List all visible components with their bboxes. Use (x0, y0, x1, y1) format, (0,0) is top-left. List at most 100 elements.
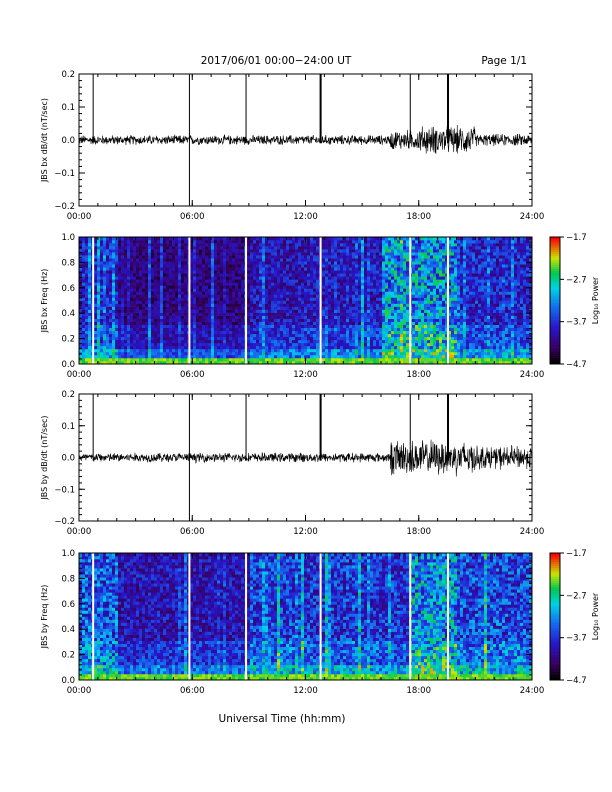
heatmap-cell (193, 270, 197, 274)
heatmap-cell (403, 288, 407, 292)
heatmap-cell (280, 333, 284, 338)
heatmap-cell (322, 318, 326, 322)
heatmap-cell (331, 312, 335, 316)
heatmap-cell (373, 354, 377, 359)
heatmap-cell (340, 237, 344, 241)
heatmap-cell (97, 294, 101, 298)
heatmap-cell (181, 270, 185, 274)
heatmap-cell (379, 321, 383, 325)
heatmap-cell (421, 252, 425, 256)
heatmap-cell (241, 306, 245, 310)
heatmap-cell (184, 318, 188, 322)
heatmap-cell (313, 279, 317, 283)
heatmap-cell (190, 306, 194, 310)
heatmap-cell (262, 348, 266, 353)
heatmap-cell (235, 327, 239, 332)
heatmap-cell (157, 237, 161, 241)
heatmap-cell (97, 297, 101, 301)
heatmap-cell (367, 258, 371, 262)
heatmap-cell (232, 354, 236, 359)
heatmap-cell (385, 240, 389, 244)
heatmap-cell (115, 303, 119, 307)
heatmap-cell (301, 357, 305, 362)
heatmap-cell (358, 312, 362, 316)
heatmap-cell (163, 237, 167, 241)
heatmap-cell (97, 288, 101, 292)
heatmap-cell (229, 300, 233, 304)
heatmap-cell (133, 354, 137, 359)
heatmap-cell (298, 345, 302, 350)
heatmap-cell (280, 282, 284, 286)
heatmap-cell (94, 354, 98, 359)
heatmap-cell (181, 357, 185, 362)
heatmap-cell (316, 258, 320, 262)
heatmap-cell (412, 285, 416, 289)
heatmap-cell (340, 258, 344, 262)
heatmap-cell (157, 339, 161, 344)
heatmap-cell (157, 348, 161, 353)
heatmap-cell (280, 351, 284, 356)
heatmap-cell (157, 306, 161, 310)
heatmap-cell (424, 345, 428, 350)
heatmap-cell (352, 240, 356, 244)
heatmap-cell (394, 351, 398, 356)
heatmap-cell (94, 330, 98, 335)
heatmap-cell (358, 270, 362, 274)
heatmap-cell (367, 315, 371, 319)
heatmap-cell (172, 348, 176, 353)
heatmap-cell (406, 339, 410, 344)
heatmap-cell (421, 330, 425, 335)
heatmap-cell (199, 276, 203, 280)
heatmap-cell (373, 267, 377, 271)
heatmap-cell (235, 294, 239, 298)
heatmap-cell (142, 282, 146, 286)
heatmap-cell (79, 312, 83, 316)
heatmap-cell (346, 354, 350, 359)
heatmap-cell (391, 273, 395, 277)
heatmap-cell (262, 294, 266, 298)
heatmap-cell (271, 330, 275, 335)
heatmap-cell (154, 246, 158, 250)
heatmap-cell (421, 279, 425, 283)
heatmap-cell (238, 354, 242, 359)
heatmap-cell (94, 339, 98, 344)
heatmap-cell (127, 303, 131, 307)
heatmap-cell (100, 291, 104, 295)
heatmap-cell (265, 300, 269, 304)
heatmap-cell (112, 294, 116, 298)
heatmap-cell (289, 318, 293, 322)
heatmap-cell (376, 318, 380, 322)
heatmap-cell (352, 276, 356, 280)
heatmap-cell (256, 315, 260, 319)
heatmap-cell (250, 249, 254, 253)
heatmap-cell (331, 258, 335, 262)
heatmap-cell (109, 351, 113, 356)
heatmap-cell (406, 342, 410, 347)
heatmap-cell (364, 246, 368, 250)
heatmap-cell (232, 327, 236, 332)
heatmap-cell (337, 291, 341, 295)
heatmap-cell (322, 330, 326, 335)
heatmap-cell (184, 303, 188, 307)
heatmap-cell (166, 237, 170, 241)
heatmap-cell (370, 240, 374, 244)
heatmap-cell (235, 315, 239, 319)
heatmap-cell (166, 252, 170, 256)
heatmap-cell (301, 333, 305, 338)
heatmap-cell (205, 312, 209, 316)
heatmap-cell (184, 354, 188, 359)
heatmap-cell (283, 348, 287, 353)
heatmap-cell (397, 270, 401, 274)
heatmap-cell (265, 318, 269, 322)
heatmap-cell (391, 258, 395, 262)
heatmap-cell (196, 330, 200, 335)
heatmap-cell (412, 336, 416, 341)
heatmap-cell (217, 294, 221, 298)
heatmap-cell (247, 327, 251, 332)
heatmap-cell (82, 270, 86, 274)
heatmap-cell (385, 342, 389, 347)
heatmap-cell (172, 306, 176, 310)
heatmap-cell (148, 264, 152, 268)
heatmap-cell (400, 333, 404, 338)
heatmap-cell (190, 240, 194, 244)
